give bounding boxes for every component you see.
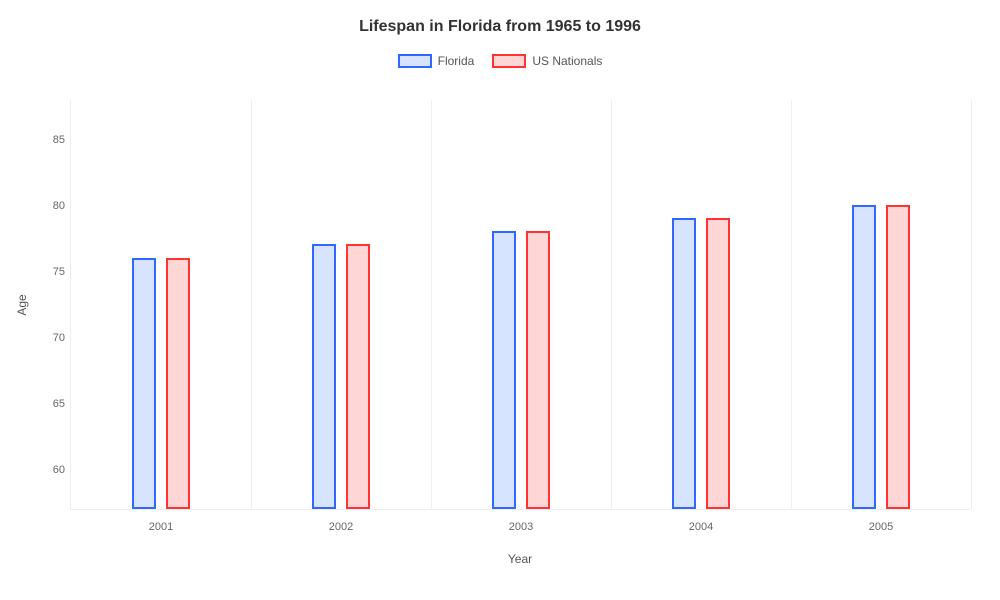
legend-swatch: [492, 54, 526, 68]
bar[interactable]: [346, 244, 370, 509]
bar[interactable]: [886, 205, 910, 509]
y-tick-label: 85: [37, 134, 65, 146]
x-tick-label: 2004: [689, 521, 713, 533]
x-tick-label: 2002: [329, 521, 353, 533]
legend-label: US Nationals: [532, 54, 602, 68]
bar[interactable]: [492, 231, 516, 509]
y-axis-label: Age: [15, 294, 29, 315]
bar[interactable]: [166, 258, 190, 509]
legend-item[interactable]: Florida: [398, 54, 475, 68]
gridline-vertical: [971, 100, 972, 509]
bar[interactable]: [312, 244, 336, 509]
bar[interactable]: [526, 231, 550, 509]
bar[interactable]: [852, 205, 876, 509]
bar[interactable]: [672, 218, 696, 509]
x-axis-label: Year: [508, 552, 532, 566]
bar[interactable]: [706, 218, 730, 509]
x-tick-label: 2005: [869, 521, 893, 533]
plot-inner: 60657075808520012002200320042005: [70, 100, 970, 510]
y-tick-label: 60: [37, 464, 65, 476]
gridline-vertical: [251, 100, 252, 509]
gridline-vertical: [431, 100, 432, 509]
y-tick-label: 70: [37, 332, 65, 344]
bar[interactable]: [132, 258, 156, 509]
y-tick-label: 65: [37, 398, 65, 410]
legend-swatch: [398, 54, 432, 68]
chart-container: Lifespan in Florida from 1965 to 1996 Fl…: [0, 0, 1000, 600]
x-tick-label: 2003: [509, 521, 533, 533]
legend: Florida US Nationals: [0, 54, 1000, 68]
y-tick-label: 75: [37, 266, 65, 278]
plot-area: 60657075808520012002200320042005: [70, 100, 970, 510]
chart-title: Lifespan in Florida from 1965 to 1996: [0, 0, 1000, 36]
x-tick-label: 2001: [149, 521, 173, 533]
gridline-vertical: [791, 100, 792, 509]
legend-label: Florida: [438, 54, 475, 68]
gridline-vertical: [611, 100, 612, 509]
legend-item[interactable]: US Nationals: [492, 54, 602, 68]
y-tick-label: 80: [37, 200, 65, 212]
